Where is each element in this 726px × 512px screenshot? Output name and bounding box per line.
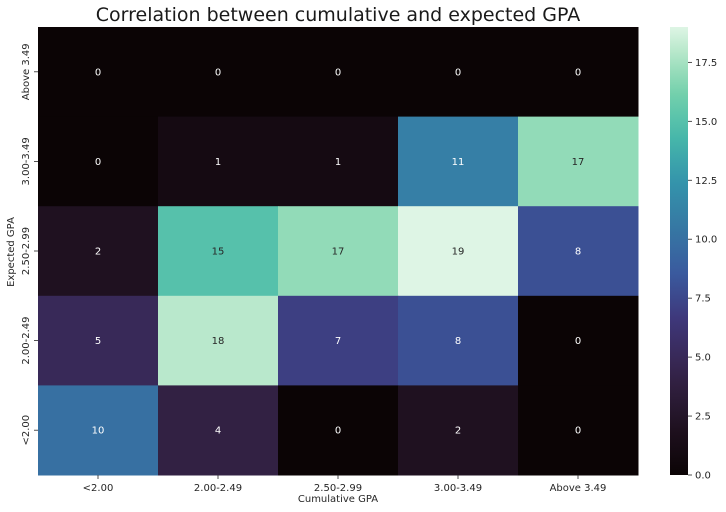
cell-value-label: 1 [215,157,221,168]
heatmap-cell [158,385,279,476]
cell-value-label: 2 [95,247,101,258]
heatmap-cell [158,116,279,207]
cell-value-label: 0 [335,67,341,78]
heatmap-cell [278,116,399,207]
cell-value-label: 0 [215,67,221,78]
cell-value-label: 8 [575,247,581,258]
cell-value-label: 18 [212,336,225,347]
x-tick-label: 3.00-3.49 [434,483,482,494]
cell-value-label: 0 [95,67,101,78]
cell-value-label: 0 [95,157,101,168]
cell-value-label: 5 [95,336,101,347]
x-tick-label: Above 3.49 [550,483,607,494]
y-tick-label: Above 3.49 [21,43,32,100]
heatmap-cell [518,116,639,207]
heatmap-cell [38,27,159,118]
heatmap-cell [398,27,519,118]
x-tick-label: 2.50-2.99 [314,483,362,494]
y-tick-label: <2.00 [21,415,32,446]
heatmap-cell [38,206,159,297]
heatmap-cell [398,116,519,207]
colorbar [670,27,688,475]
colorbar-tick-label: 17.5 [695,58,717,69]
x-tick-label: <2.00 [83,483,114,494]
heatmap-cell [518,295,639,386]
cell-value-label: 15 [212,247,225,258]
cell-value-label: 17 [332,247,345,258]
x-axis-ticks: <2.00 2.00-2.49 2.50-2.99 3.00-3.49 Above 3.… [83,475,607,494]
heatmap-cell [158,206,279,297]
cell-value-label: 0 [575,426,581,437]
cell-value-label: 0 [575,67,581,78]
cell-value-label: 10 [92,426,105,437]
y-axis-label: Expected GPA [6,217,17,287]
x-tick-label: 2.00-2.49 [194,483,242,494]
cell-value-label: 2 [455,426,461,437]
y-tick-label: 2.00-2.49 [21,317,32,365]
colorbar-tick-label: 15.0 [695,117,717,128]
cell-value-label: 17 [572,157,585,168]
heatmap-cell [518,27,639,118]
heatmap-cell [398,295,519,386]
heatmap-cell [38,295,159,386]
heatmap-cell [278,206,399,297]
colorbar-tick-label: 2.5 [695,412,711,423]
colorbar-tick-label: 5.0 [695,353,711,364]
colorbar-tick-label: 12.5 [695,176,717,187]
cell-value-label: 0 [335,426,341,437]
heatmap-cell [38,385,159,476]
y-tick-label: 3.00-3.49 [21,137,32,185]
heatmap-cell [398,206,519,297]
colorbar-tick-label: 7.5 [695,294,711,305]
cell-value-label: 0 [575,336,581,347]
colorbar-ticks: 0.0 2.5 5.0 7.5 10.0 12.5 15.0 17.5 [688,58,717,482]
heatmap-cell [518,206,639,297]
colorbar-tick-label: 0.0 [695,471,711,482]
cell-value-label: 0 [455,67,461,78]
cell-value-label: 1 [335,157,341,168]
heatmap-cell [278,27,399,118]
heatmap-cell [38,116,159,207]
chart-title: Correlation between cumulative and expec… [96,4,580,26]
cell-value-label: 4 [215,426,221,437]
cell-value-label: 19 [452,247,465,258]
heatmap-cell [278,295,399,386]
cell-value-label: 11 [452,157,465,168]
y-tick-label: 2.50-2.99 [21,227,32,275]
y-axis-ticks: Above 3.49 3.00-3.49 2.50-2.99 2.00-2.49 <2.… [21,43,38,446]
x-axis-label: Cumulative GPA [298,494,378,505]
heatmap-cells: 0 0 0 0 00 1 1 11 172 15 17 19 85 18 7 8 010 4 0 2 0 [38,27,639,476]
heatmap-cell [398,385,519,476]
heatmap-cell [278,385,399,476]
cell-value-label: 7 [335,336,341,347]
heatmap-cell [158,295,279,386]
cell-value-label: 8 [455,336,461,347]
colorbar-tick-label: 10.0 [695,235,717,246]
heatmap-cell [518,385,639,476]
heatmap-cell [158,27,279,118]
